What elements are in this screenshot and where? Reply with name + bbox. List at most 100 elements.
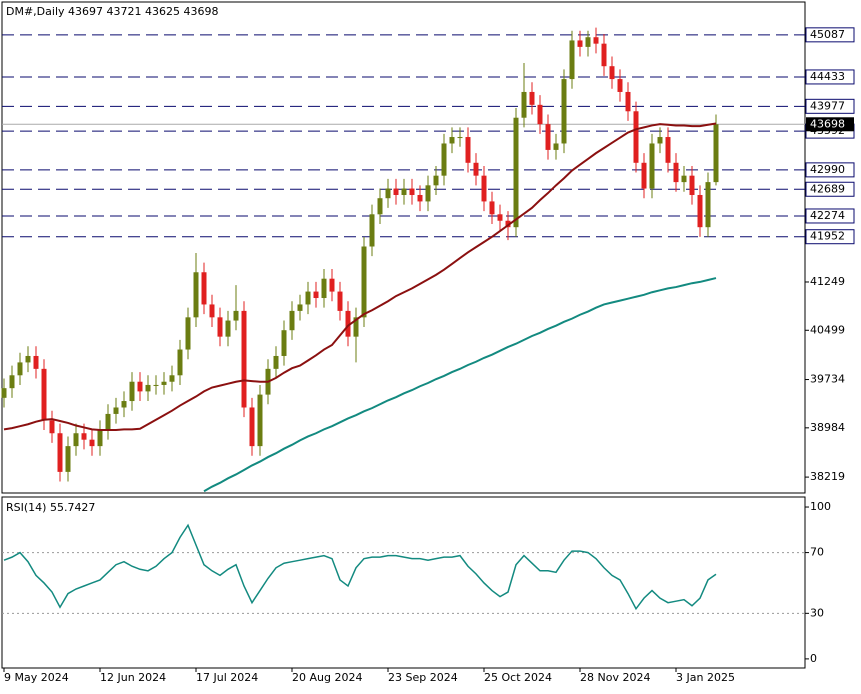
candle-body bbox=[305, 291, 311, 305]
candle-body bbox=[505, 220, 511, 228]
candle-body bbox=[153, 384, 159, 386]
level-label-box bbox=[805, 98, 855, 114]
candle-body bbox=[241, 310, 247, 408]
candle-body bbox=[593, 37, 599, 44]
candle-body bbox=[345, 310, 351, 337]
level-label-box bbox=[805, 229, 855, 245]
candle-body bbox=[697, 194, 703, 228]
level-label: 45087 bbox=[810, 28, 845, 41]
y-tick-label: 38219 bbox=[810, 470, 845, 483]
candle-body bbox=[337, 291, 343, 311]
candle-body bbox=[233, 310, 239, 321]
candle-body bbox=[705, 182, 711, 228]
candle-body bbox=[353, 317, 359, 337]
current-price-box bbox=[806, 117, 854, 132]
candle-body bbox=[185, 317, 191, 350]
candle-body bbox=[409, 188, 415, 195]
candle-body bbox=[537, 104, 543, 125]
candle-body bbox=[81, 433, 87, 440]
candle-body bbox=[433, 175, 439, 186]
current-price-label: 43698 bbox=[810, 117, 845, 130]
candle-body bbox=[321, 278, 327, 299]
candle-body bbox=[497, 214, 503, 221]
candle-body bbox=[361, 246, 367, 318]
candle-body bbox=[145, 384, 151, 392]
x-tick-label: 9 May 2024 bbox=[4, 671, 69, 684]
main-panel bbox=[1, 1, 806, 494]
candle-body bbox=[89, 439, 95, 447]
candle-body bbox=[649, 143, 655, 189]
candle-body bbox=[625, 91, 631, 112]
x-tick-label: 23 Sep 2024 bbox=[388, 671, 458, 684]
candle-body bbox=[577, 40, 583, 47]
level-label-box bbox=[805, 162, 855, 178]
candle-body bbox=[681, 175, 687, 183]
candle-body bbox=[377, 198, 383, 215]
candle-body bbox=[1, 388, 7, 398]
candle-body bbox=[633, 111, 639, 163]
candle-body bbox=[393, 188, 399, 195]
candle-body bbox=[297, 304, 303, 311]
candle-body bbox=[529, 91, 535, 105]
candle-body bbox=[161, 381, 167, 385]
x-tick-label: 28 Nov 2024 bbox=[580, 671, 650, 684]
candle-body bbox=[33, 355, 39, 369]
candle-body bbox=[465, 137, 471, 163]
x-tick-label: 12 Jun 2024 bbox=[100, 671, 166, 684]
rsi-tick-label: 70 bbox=[810, 546, 824, 559]
candle-body bbox=[73, 433, 79, 447]
candle-body bbox=[65, 446, 71, 472]
candle-body bbox=[257, 394, 263, 447]
rsi-tick-label: 30 bbox=[810, 606, 824, 619]
rsi-label: RSI(14) 55.7427 bbox=[6, 501, 95, 514]
level-label-box bbox=[805, 69, 855, 85]
x-tick-label: 17 Jul 2024 bbox=[196, 671, 258, 684]
level-label-box bbox=[805, 27, 855, 43]
candle-body bbox=[313, 291, 319, 299]
candle-body bbox=[129, 381, 135, 402]
level-label: 42274 bbox=[810, 209, 845, 222]
candle-body bbox=[449, 137, 455, 144]
candle-body bbox=[545, 124, 551, 150]
y-tick-label: 38984 bbox=[810, 421, 845, 434]
level-label-box bbox=[805, 181, 855, 197]
y-tick-label: 40499 bbox=[810, 323, 845, 336]
candle-body bbox=[329, 278, 335, 292]
candle-body bbox=[601, 43, 607, 67]
candle-body bbox=[209, 304, 215, 318]
candle-body bbox=[121, 401, 127, 408]
candle-body bbox=[521, 91, 527, 118]
candle-body bbox=[17, 362, 23, 376]
candle-body bbox=[57, 433, 63, 472]
level-label: 44433 bbox=[810, 70, 845, 83]
x-tick-label: 20 Aug 2024 bbox=[292, 671, 362, 684]
candle-body bbox=[385, 188, 391, 199]
rsi-tick-label: 100 bbox=[810, 500, 831, 513]
candle-body bbox=[217, 317, 223, 337]
candle-body bbox=[249, 407, 255, 447]
candle-body bbox=[113, 407, 119, 414]
candle-body bbox=[225, 320, 231, 337]
candle-body bbox=[289, 310, 295, 331]
candle-body bbox=[569, 40, 575, 80]
candle-body bbox=[641, 162, 647, 189]
chart-title: DM#,Daily 43697 43721 43625 43698 bbox=[6, 5, 218, 18]
candle-body bbox=[441, 143, 447, 176]
level-label: 41952 bbox=[810, 230, 845, 243]
candle-body bbox=[553, 143, 559, 150]
level-label: 42990 bbox=[810, 163, 845, 176]
candle-body bbox=[273, 355, 279, 369]
candle-body bbox=[657, 137, 663, 144]
candle-body bbox=[513, 117, 519, 228]
candle-body bbox=[201, 272, 207, 305]
candle-body bbox=[561, 79, 567, 144]
y-tick-label: 41249 bbox=[810, 275, 845, 288]
candle-body bbox=[489, 201, 495, 215]
candle-body bbox=[473, 162, 479, 176]
x-tick-label: 25 Oct 2024 bbox=[484, 671, 552, 684]
candle-body bbox=[689, 175, 695, 195]
candle-body bbox=[49, 420, 55, 434]
candle-body bbox=[665, 137, 671, 163]
candle-body bbox=[713, 124, 719, 183]
